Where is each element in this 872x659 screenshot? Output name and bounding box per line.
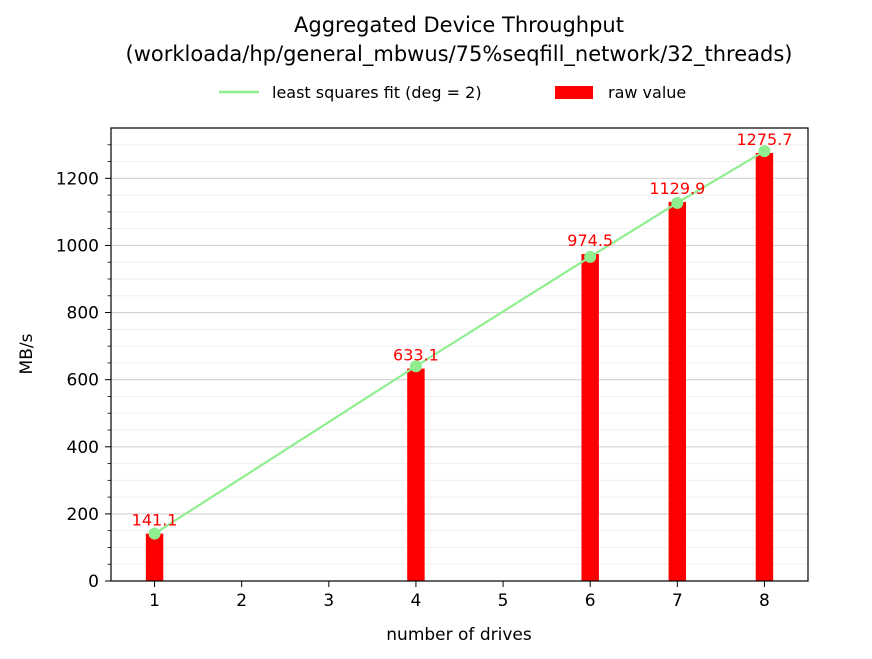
data-label: 1129.9 [649, 179, 705, 198]
x-tick-label: 4 [411, 591, 422, 611]
bar [755, 152, 774, 582]
legend: least squares fit (deg = 2) raw value [219, 83, 686, 102]
fit-line-group [148, 145, 771, 540]
fit-point [671, 196, 684, 209]
y-tick-label: 600 [67, 371, 99, 391]
y-tick-label: 1000 [56, 236, 99, 256]
x-tick-label: 1 [149, 591, 160, 611]
y-tick-label: 800 [67, 304, 99, 324]
legend-raw-label: raw value [608, 83, 686, 102]
data-label: 974.5 [567, 231, 613, 250]
fit-point [584, 250, 597, 263]
x-tick-label: 3 [323, 591, 334, 611]
chart-title-line2: (workloada/hp/general_mbwus/75%seqfill_n… [126, 42, 793, 67]
bar [668, 201, 687, 581]
legend-raw-swatch [555, 86, 593, 99]
data-label: 1275.7 [736, 130, 792, 149]
x-axis: 1 2 3 4 5 6 7 8 [149, 581, 770, 611]
fit-point [758, 145, 771, 158]
x-tick-label: 2 [236, 591, 247, 611]
grid [111, 144, 808, 565]
x-tick-label: 5 [498, 591, 509, 611]
fit-point [409, 360, 422, 373]
x-tick-label: 6 [585, 591, 596, 611]
data-label: 633.1 [393, 346, 439, 365]
y-tick-label: 0 [88, 572, 99, 592]
bars [145, 152, 774, 582]
y-axis-label: MB/s [17, 333, 37, 374]
y-tick-label: 400 [67, 438, 99, 458]
fit-point [148, 527, 161, 540]
x-tick-label: 7 [672, 591, 683, 611]
y-tick-label: 200 [67, 505, 99, 525]
chart-title-line1: Aggregated Device Throughput [294, 13, 624, 37]
x-tick-label: 8 [759, 591, 770, 611]
bar [407, 368, 425, 581]
value-labels: 141.1 633.1 974.5 1129.9 1275.7 [132, 130, 793, 530]
data-label: 141.1 [132, 511, 178, 530]
bar [581, 254, 599, 582]
bar [145, 533, 164, 581]
plot-frame [110, 127, 809, 582]
y-axis: 0 200 400 600 800 1000 1200 [56, 144, 111, 592]
y-tick-label: 1200 [56, 169, 99, 189]
x-axis-label: number of drives [386, 625, 532, 645]
legend-fit-label: least squares fit (deg = 2) [272, 83, 482, 102]
